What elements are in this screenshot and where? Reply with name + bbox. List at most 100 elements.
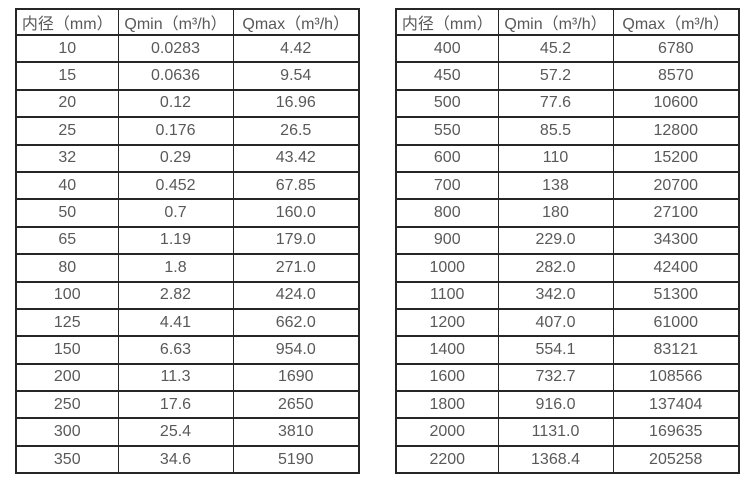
diameter-cell: 80 — [15, 253, 119, 283]
diameter-cell: 25 — [15, 116, 119, 146]
qmax-cell: 27100 — [612, 198, 740, 228]
diameter-cell: 1100 — [395, 280, 499, 310]
qmax-cell: 43.42 — [232, 143, 360, 173]
table-row: 1000 282.0 42400 — [395, 253, 740, 283]
diameter-cell: 40 — [15, 170, 119, 201]
qmax-cell: 83121 — [612, 335, 740, 365]
qmin-cell: 0.0283 — [117, 33, 234, 64]
table-row: 200 11.3 1690 — [15, 362, 360, 393]
qmax-cell: 15200 — [612, 143, 740, 173]
diameter-cell: 1400 — [395, 335, 499, 365]
diameter-cell: 50 — [15, 198, 119, 228]
header-row: 内径（mm） Qmin（m³/h） Qmax（m³/h） — [395, 8, 740, 36]
table-row: 80 1.8 271.0 — [15, 253, 360, 283]
table-row: 2000 1131.0 169635 — [395, 417, 740, 447]
qmin-cell: 407.0 — [497, 307, 614, 338]
qmin-cell: 0.0636 — [117, 61, 234, 91]
diameter-cell: 150 — [15, 335, 119, 365]
table-body: 10 0.0283 4.42 15 0.0636 9.54 20 0.12 16.96 25 0.1… — [15, 33, 360, 475]
header-qmin: Qmin（m³/h） — [497, 8, 614, 36]
diameter-cell: 250 — [15, 390, 119, 420]
diameter-cell: 550 — [395, 116, 499, 146]
diameter-cell: 300 — [15, 417, 119, 447]
diameter-cell: 65 — [15, 225, 119, 256]
qmin-cell: 282.0 — [497, 253, 614, 283]
diameter-cell: 2000 — [395, 417, 499, 447]
qmin-cell: 0.12 — [117, 88, 234, 119]
qmin-cell: 25.4 — [117, 417, 234, 447]
qmin-cell: 85.5 — [497, 116, 614, 146]
table-row: 20 0.12 16.96 — [15, 88, 360, 119]
flow-table-large-diameters: 内径（mm） Qmin（m³/h） Qmax（m³/h） 400 45.2 6780… — [395, 8, 740, 475]
table-row: 700 138 20700 — [395, 170, 740, 201]
table-row: 2200 1368.4 205258 — [395, 444, 740, 475]
table-row: 500 77.6 10600 — [395, 88, 740, 119]
qmax-cell: 67.85 — [232, 170, 360, 201]
table-row: 350 34.6 5190 — [15, 444, 360, 475]
diameter-cell: 1600 — [395, 362, 499, 393]
qmin-cell: 1.19 — [117, 225, 234, 256]
qmax-cell: 12800 — [612, 116, 740, 146]
flow-table-small-diameters: 内径（mm） Qmin（m³/h） Qmax（m³/h） 10 0.0283 4.4… — [15, 8, 360, 475]
qmin-cell: 229.0 — [497, 225, 614, 256]
qmin-cell: 57.2 — [497, 61, 614, 91]
qmax-cell: 271.0 — [232, 253, 360, 283]
qmax-cell: 16.96 — [232, 88, 360, 119]
table-row: 1800 916.0 137404 — [395, 390, 740, 420]
qmin-cell: 34.6 — [117, 444, 234, 475]
qmin-cell: 0.176 — [117, 116, 234, 146]
qmax-cell: 179.0 — [232, 225, 360, 256]
table-row: 1600 732.7 108566 — [395, 362, 740, 393]
table-row: 800 180 27100 — [395, 198, 740, 228]
qmax-cell: 8570 — [612, 61, 740, 91]
header-row: 内径（mm） Qmin（m³/h） Qmax（m³/h） — [15, 8, 360, 36]
qmax-cell: 6780 — [612, 33, 740, 64]
qmin-cell: 11.3 — [117, 362, 234, 393]
qmin-cell: 4.41 — [117, 307, 234, 338]
qmax-cell: 662.0 — [232, 307, 360, 338]
qmax-cell: 1690 — [232, 362, 360, 393]
table-row: 1200 407.0 61000 — [395, 307, 740, 338]
diameter-cell: 800 — [395, 198, 499, 228]
qmin-cell: 1131.0 — [497, 417, 614, 447]
qmax-cell: 2650 — [232, 390, 360, 420]
table-row: 300 25.4 3810 — [15, 417, 360, 447]
qmin-cell: 916.0 — [497, 390, 614, 420]
table-row: 450 57.2 8570 — [395, 61, 740, 91]
header-diameter: 内径（mm） — [395, 8, 499, 36]
qmin-cell: 180 — [497, 198, 614, 228]
qmax-cell: 169635 — [612, 417, 740, 447]
qmax-cell: 954.0 — [232, 335, 360, 365]
header-qmax: Qmax（m³/h） — [232, 8, 360, 36]
qmax-cell: 34300 — [612, 225, 740, 256]
qmin-cell: 0.7 — [117, 198, 234, 228]
qmax-cell: 51300 — [612, 280, 740, 310]
table-row: 50 0.7 160.0 — [15, 198, 360, 228]
qmax-cell: 5190 — [232, 444, 360, 475]
table-row: 900 229.0 34300 — [395, 225, 740, 256]
diameter-cell: 700 — [395, 170, 499, 201]
diameter-cell: 10 — [15, 33, 119, 64]
table-row: 40 0.452 67.85 — [15, 170, 360, 201]
qmin-cell: 138 — [497, 170, 614, 201]
qmax-cell: 424.0 — [232, 280, 360, 310]
diameter-cell: 20 — [15, 88, 119, 119]
table-row: 100 2.82 424.0 — [15, 280, 360, 310]
table-row: 150 6.63 954.0 — [15, 335, 360, 365]
diameter-cell: 400 — [395, 33, 499, 64]
table-row: 125 4.41 662.0 — [15, 307, 360, 338]
table-row: 400 45.2 6780 — [395, 33, 740, 64]
table-row: 550 85.5 12800 — [395, 116, 740, 146]
qmax-cell: 10600 — [612, 88, 740, 119]
qmin-cell: 77.6 — [497, 88, 614, 119]
qmax-cell: 4.42 — [232, 33, 360, 64]
table-row: 600 110 15200 — [395, 143, 740, 173]
qmax-cell: 137404 — [612, 390, 740, 420]
header-qmax: Qmax（m³/h） — [612, 8, 740, 36]
qmax-cell: 108566 — [612, 362, 740, 393]
qmin-cell: 110 — [497, 143, 614, 173]
qmax-cell: 26.5 — [232, 116, 360, 146]
qmin-cell: 554.1 — [497, 335, 614, 365]
qmin-cell: 1.8 — [117, 253, 234, 283]
